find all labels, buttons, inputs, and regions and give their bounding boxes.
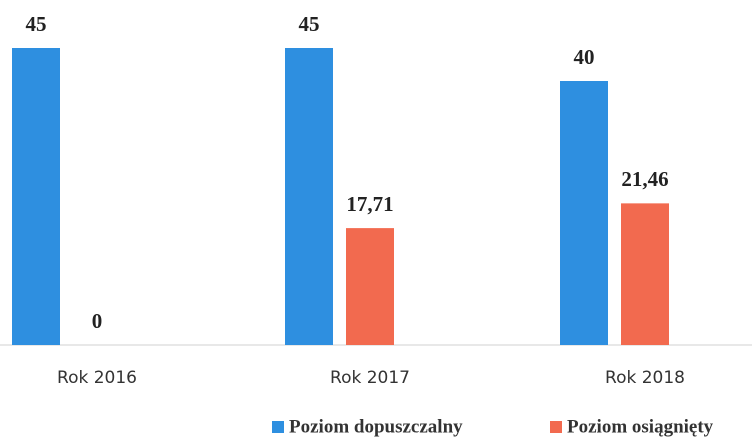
- bar: [560, 81, 608, 345]
- x-tick-label: Rok 2016: [57, 368, 137, 388]
- bar: [12, 48, 60, 345]
- value-label: 0: [92, 309, 103, 333]
- value-label: 45: [26, 12, 47, 36]
- value-label: 40: [574, 45, 595, 69]
- value-label: 21,46: [621, 167, 668, 191]
- bar: [621, 203, 669, 345]
- x-tick-label: Rok 2018: [605, 368, 685, 388]
- x-tick-label: Rok 2017: [330, 368, 410, 388]
- legend-swatch: [550, 421, 562, 433]
- legend-label: Poziom dopuszczalny: [289, 416, 463, 437]
- bar: [285, 48, 333, 345]
- legend-label: Poziom osiągnięty: [567, 416, 714, 437]
- legend-swatch: [272, 421, 284, 433]
- value-label: 17,71: [346, 192, 393, 216]
- bar: [346, 228, 394, 345]
- value-label: 45: [299, 12, 320, 36]
